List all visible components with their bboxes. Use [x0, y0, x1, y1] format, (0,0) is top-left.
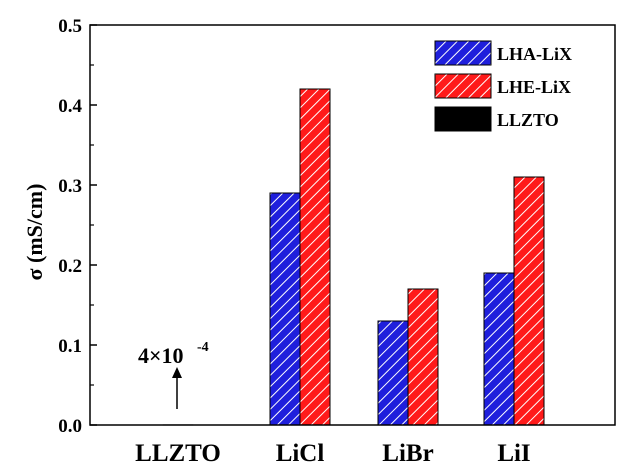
bar-lha-lix-licl [269, 192, 301, 426]
bar-lha-lix-libr [377, 320, 409, 426]
x-category-label: LiCl [276, 440, 325, 467]
x-category-label: LiBr [382, 440, 433, 467]
x-axis-labels: LLZTO LiCl LiBr LiI [135, 440, 531, 467]
legend-swatch [434, 40, 492, 66]
annotation-exponent: -4 [197, 340, 209, 355]
x-category-label: LLZTO [135, 440, 221, 467]
y-axis-title: σ (mS/cm) [22, 184, 47, 281]
annotation-arrow-head [172, 367, 182, 378]
legend-label: LLZTO [497, 110, 559, 130]
legend-swatch [434, 106, 492, 132]
legend: LHA-LiX LHE-LiX LLZTO [434, 40, 572, 132]
y-tick-label: 0.5 [58, 16, 82, 37]
y-tick-label: 0.0 [58, 416, 82, 437]
y-axis-ticks: 0.0 0.1 0.2 0.3 0.4 0.5 [58, 16, 97, 437]
llzto-annotation: 4×10 -4 [138, 340, 209, 409]
legend-swatch [434, 73, 492, 99]
bar-lhe-lix-lii [513, 176, 545, 426]
y-tick-label: 0.4 [58, 96, 82, 117]
y-tick-label: 0.3 [58, 176, 82, 197]
legend-label: LHA-LiX [497, 44, 572, 64]
bar-lhe-lix-libr [407, 288, 439, 426]
legend-label: LHE-LiX [497, 77, 571, 97]
annotation-base: 4×10 [138, 343, 184, 368]
bar-lhe-lix-licl [299, 88, 331, 426]
bars [162, 88, 545, 426]
y-tick-label: 0.2 [58, 256, 82, 277]
y-tick-label: 0.1 [58, 336, 82, 357]
bar-lha-lix-lii [483, 272, 515, 426]
x-category-label: LiI [497, 440, 530, 467]
plot-frame [89, 24, 616, 426]
